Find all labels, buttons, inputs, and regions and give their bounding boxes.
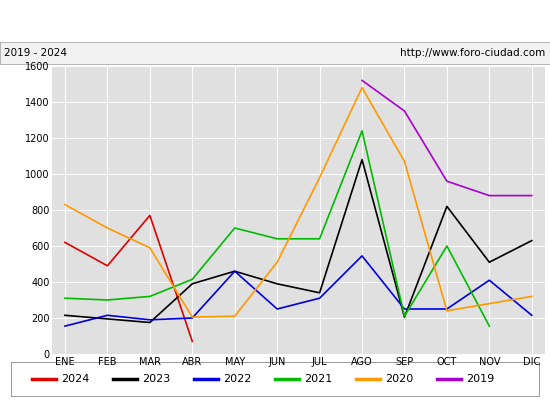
Text: Evolucion Nº Turistas Nacionales en el municipio de Cretas: Evolucion Nº Turistas Nacionales en el m…: [54, 14, 496, 28]
Text: http://www.foro-ciudad.com: http://www.foro-ciudad.com: [400, 48, 546, 58]
Text: 2024: 2024: [61, 374, 90, 384]
Text: 2019: 2019: [466, 374, 494, 384]
Text: 2023: 2023: [142, 374, 170, 384]
Text: 2022: 2022: [223, 374, 251, 384]
Text: 2019 - 2024: 2019 - 2024: [4, 48, 68, 58]
Text: 2021: 2021: [304, 374, 332, 384]
Text: 2020: 2020: [385, 374, 413, 384]
